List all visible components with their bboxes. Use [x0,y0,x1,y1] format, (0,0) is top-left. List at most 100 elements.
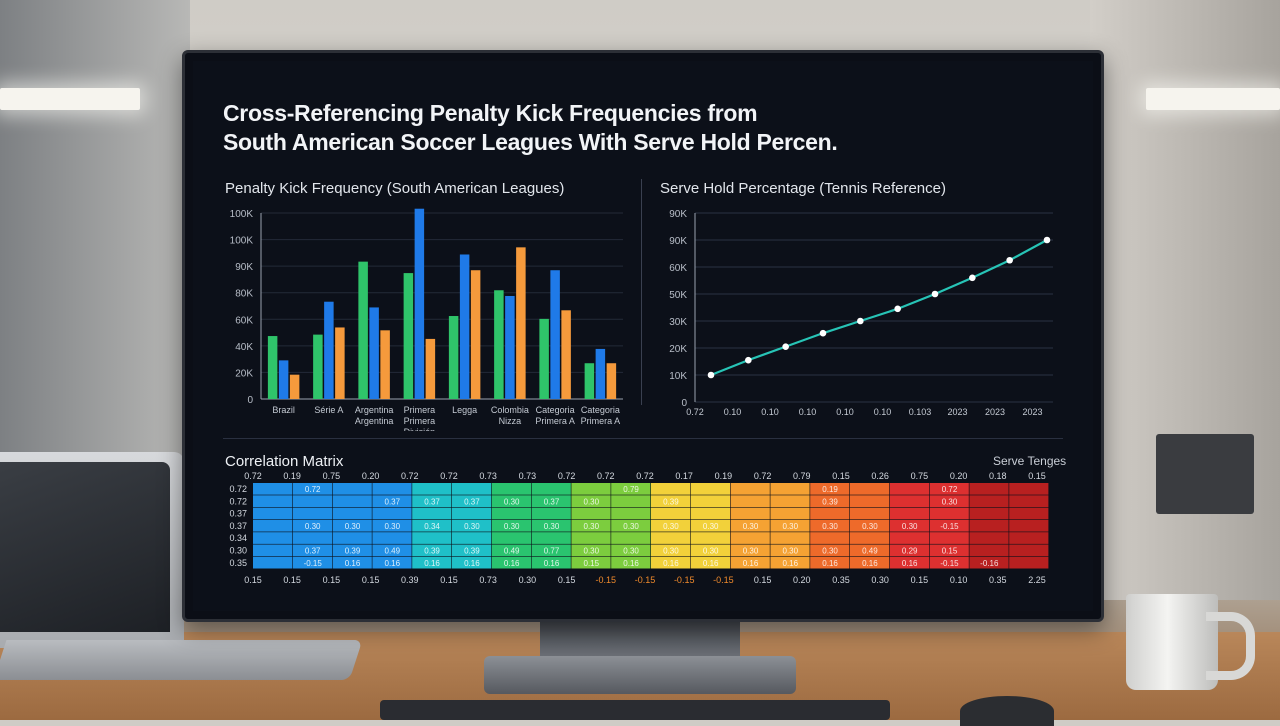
heatmap-cell-label: 0.30 [584,522,600,531]
heatmap-cell [850,556,890,569]
heatmap-cell-label: 0.49 [385,547,401,556]
heatmap-cell [253,507,293,520]
heatmap-bottom-label: 0.30 [519,575,537,585]
heatmap-cell-label: 0.37 [464,497,480,506]
heatmap-cell [770,544,810,557]
heatmap-cell [491,544,531,557]
heatmap-cell-label: 0.30 [743,522,759,531]
heatmap-cell-label: 0.16 [703,559,719,568]
heatmap-cell [889,544,929,557]
heatmap-bottom-label: 0.20 [793,575,811,585]
bar [505,295,515,399]
bar [267,336,278,399]
bar [403,273,414,399]
heatmap-cell [889,483,929,495]
heatmap-top-label: 0.72 [558,471,576,481]
bar-category-label: Categoria [581,405,620,415]
heatmap-cell [969,532,1009,544]
line-point [707,371,715,379]
heatmap-cell [690,507,730,520]
line-point [931,290,939,298]
heatmap-bottom-label: 0.10 [950,575,968,585]
bar-category-label: Categoria [536,405,575,415]
heatmap-cell-label: 0.16 [385,559,401,568]
heatmap-cell [969,507,1009,520]
heatmap-cell [253,544,293,557]
heatmap-cell [850,532,890,544]
heatmap-cell-label: 0.30 [822,522,838,531]
bar-y-tick-label: 80K [235,289,253,300]
bar-chart-title: Penalty Kick Frequency (South American L… [225,180,565,197]
heatmap-cell-label: 0.15 [584,559,600,568]
matrix-right-label: Serve Tenges [993,454,1067,468]
correlation-matrix-title: Correlation Matrix [225,453,344,470]
heatmap-cell [730,495,770,507]
heatmap-cell [292,544,332,557]
heatmap-cell-label: 0.30 [504,522,520,531]
heatmap-cell [372,532,412,544]
heatmap-cell [810,507,850,520]
heatmap-cell [491,519,531,532]
mouse [960,696,1054,726]
heatmap-cell [332,556,372,569]
line-point [782,343,789,350]
heatmap-cell-label: 0.30 [544,522,560,531]
heatmap-cell-label: 0.30 [942,497,958,506]
heatmap-row-label: 0.72 [229,496,247,506]
heatmap-top-label: 0.15 [1028,471,1046,481]
bar-category-label: Colombia [491,405,529,415]
heatmap-cell [253,532,293,544]
heatmap-cell [889,507,929,520]
line-point [969,274,976,282]
heatmap-cell [292,507,332,520]
line-x-tick-label: 0.10 [799,407,817,417]
heatmap-bottom-label: 0.35 [989,575,1007,585]
heatmap-row-label: 0.72 [229,484,247,494]
background-monitor [1156,434,1254,514]
heatmap-cell [770,507,810,520]
heatmap-cell [850,519,890,532]
heatmap-cell-label: 0.30 [703,547,719,556]
heatmap-cell-label: 0.16 [464,559,480,568]
line-point [819,329,827,337]
heatmap-cell [929,532,969,544]
heatmap-cell [571,556,611,569]
heatmap-bottom-label: -0.15 [674,575,695,585]
heatmap-cell [889,519,929,532]
heatmap-cell-label: 0.16 [345,559,361,568]
bar [289,374,300,399]
heatmap-cell-label: 0.39 [345,547,361,556]
heatmap-cell-label: 0.16 [783,559,799,568]
bar [494,290,504,399]
heatmap-cell [770,495,810,507]
heatmap-bottom-label: 2.25 [1028,575,1046,585]
bar [561,310,571,399]
heatmap-top-label: 0.18 [989,471,1007,481]
heatmap-cell-label: 0.30 [345,522,361,531]
heatmap-cell-label: 0.37 [385,497,401,506]
heatmap-cell-label: 0.19 [822,485,838,494]
heatmap-cell [850,544,890,557]
heatmap-cell [332,519,372,532]
heatmap-cell [929,556,969,569]
heatmap-cell-label: 0.34 [424,522,440,531]
heatmap-cell-label: -0.15 [304,559,323,568]
heatmap-cell [452,544,492,557]
heatmap-cell [332,544,372,557]
heatmap-cell-label: 0.30 [584,547,600,556]
heatmap-cell [810,544,850,557]
line-chart: 90K 90K 60K 50K 30K 20K 10K 00.72 0.10 0.10 0.10 0.… [669,209,1053,417]
heatmap-cell [452,519,492,532]
heatmap-cell [929,507,969,520]
line-point [745,356,752,364]
heatmap-bottom-label: 0.15 [283,575,301,585]
heatmap-cell [531,495,571,507]
monitor-stand-neck [540,616,740,658]
heatmap-row-label: 0.35 [229,558,247,568]
heatmap-cell [253,556,293,569]
heatmap-cell [571,519,611,532]
bar-category-label: Série A [314,405,343,415]
heatmap-cell [651,556,691,569]
heatmap-cell-label: 0.30 [703,522,719,531]
heatmap-cell-label: 0.30 [464,522,480,531]
